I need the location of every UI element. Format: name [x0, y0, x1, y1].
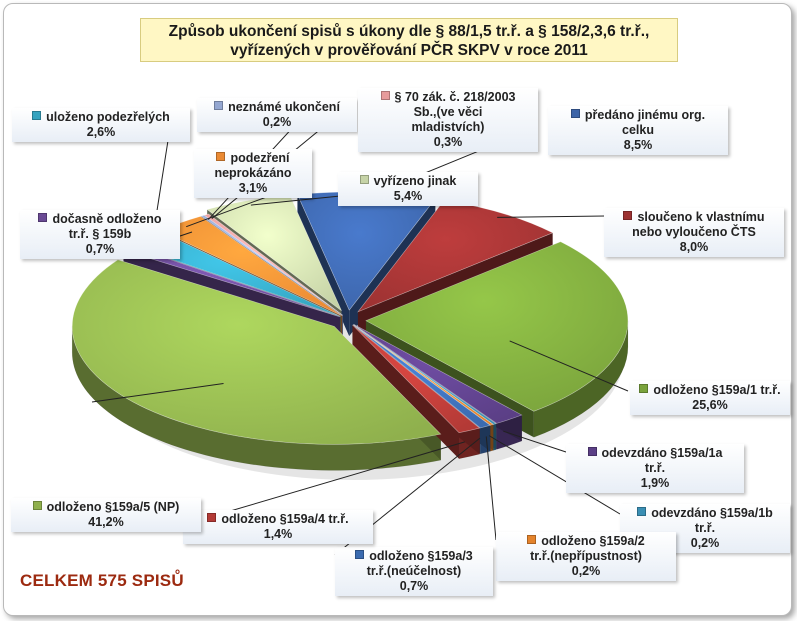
slice-label-text: předáno jinému org. celku [584, 108, 706, 137]
slice-label-1: odevzdáno §159a/1a tr.ř. 1,9% [566, 444, 744, 493]
slice-label-text: odevzdáno §159a/1b tr.ř. [651, 506, 773, 535]
slice-label-text: sloučeno k vlastnímu nebo vyloučeno ČTS [632, 210, 765, 239]
legend-marker [359, 175, 369, 184]
legend-marker [637, 507, 647, 516]
chart-title-line-1: Způsob ukončení spisů s úkony dle § 88/1… [168, 23, 650, 40]
legend-marker [32, 501, 42, 510]
slice-label-value: 3,1% [238, 181, 268, 195]
leader-line-1 [503, 430, 567, 453]
slice-label-text: § 70 zák. č. 218/2003 Sb.,(ve věci mladi… [394, 90, 516, 134]
slice-label-8: uloženo podezřelých 2,6% [12, 108, 190, 142]
slice-label-value: 8,5% [623, 138, 653, 152]
slice-label-9: podezření neprokázáno 3,1% [194, 149, 312, 198]
slice-label-3: odloženo §159a/2 tr.ř.(nepřípustnost) 0,2… [496, 532, 676, 581]
legend-marker [214, 101, 224, 110]
slice-label-7: dočasně odloženo tr.ř. § 159b 0,7% [20, 210, 180, 259]
slice-label-text: odloženo §159a/4 tr.ř. [221, 512, 349, 526]
slice-label-name: odevzdáno §159a/1a tr.ř. [571, 446, 739, 476]
slice-label-name: dočasně odloženo tr.ř. § 159b [25, 212, 175, 242]
slice-label-value: 0,7% [85, 242, 115, 256]
slice-label-13: předáno jinému org. celku 8,5% [548, 106, 728, 155]
slice-label-4: odloženo §159a/3 tr.ř.(neúčelnost) 0,7% [335, 547, 493, 596]
slice-label-10: neznámé ukončení 0,2% [197, 98, 357, 132]
slice-1 [353, 324, 523, 424]
slice-label-value: 2,6% [86, 125, 116, 139]
slice-4 [352, 324, 491, 429]
legend-marker [32, 111, 42, 120]
legend-marker [355, 550, 365, 559]
slice-label-name: sloučeno k vlastnímu nebo vyloučeno ČTS [609, 210, 779, 240]
chart-title-line-2: vyřízených v prověřování PČR SKPV v roce… [230, 42, 588, 59]
slice-label-name: podezření neprokázáno [199, 151, 307, 181]
slice-label-text: neznámé ukončení [228, 100, 340, 114]
slice-label-text: odevzdáno §159a/1a tr.ř. [601, 446, 723, 475]
slice-label-name: odloženo §159a/3 tr.ř.(neúčelnost) [340, 549, 488, 579]
legend-marker [639, 384, 649, 393]
slice-label-value: 0,7% [399, 579, 429, 593]
slice-label-name: odloženo §159a/1 tr.ř. [635, 383, 785, 398]
slice-6 [71, 259, 442, 445]
slice-label-text: podezření neprokázáno [214, 151, 292, 180]
slice-label-0: odloženo §159a/1 tr.ř. 25,6% [630, 381, 790, 415]
slice-label-name: uloženo podezřelých [17, 110, 185, 125]
slice-label-name: vyřízeno jinak [343, 174, 473, 189]
pie-tops [71, 191, 629, 445]
leader-line-2 [488, 435, 621, 515]
slice-label-value: 0,2% [571, 564, 601, 578]
slice-label-value: 0,3% [433, 135, 463, 149]
slice-label-11: § 70 zák. č. 218/2003 Sb.,(ve věci mladi… [358, 88, 538, 152]
slice-label-value: 1,4% [263, 527, 293, 541]
leader-line-14 [497, 215, 606, 218]
slice-label-value: 5,4% [393, 189, 423, 203]
slice-label-name: neznámé ukončení [202, 100, 352, 115]
slice-label-value: 0,2% [690, 536, 720, 550]
leader-line-0 [509, 340, 629, 392]
slice-label-5: odloženo §159a/4 tr.ř. 1,4% [183, 510, 373, 544]
slice-label-text: odloženo §159a/2 tr.ř.(nepřípustnost) [530, 534, 645, 563]
slice-label-value: 1,9% [640, 476, 670, 490]
slice-label-12: vyřízeno jinak 5,4% [338, 172, 478, 206]
slice-label-14: sloučeno k vlastnímu nebo vyloučeno ČTS 8… [604, 208, 784, 257]
legend-marker [527, 535, 537, 544]
slice-label-name: odevzdáno §159a/1b tr.ř. [625, 506, 785, 536]
slice-label-value: 0,2% [262, 115, 292, 129]
leader-line-3 [485, 436, 497, 541]
slice-label-text: vyřízeno jinak [373, 174, 457, 188]
leader-line-6 [91, 383, 224, 403]
total-count: CELKEM 575 SPISŮ [20, 571, 184, 590]
legend-marker [38, 213, 48, 222]
legend-marker [380, 91, 390, 100]
slice-label-name: předáno jinému org. celku [553, 108, 723, 138]
slice-label-text: dočasně odloženo tr.ř. § 159b [52, 212, 162, 241]
legend-marker [216, 152, 226, 161]
slice-label-text: odloženo §159a/5 (NP) [46, 500, 180, 514]
slice-label-name: odloženo §159a/2 tr.ř.(nepřípustnost) [501, 534, 671, 564]
legend-marker [570, 109, 580, 118]
leader-line-5 [192, 441, 465, 523]
slice-label-name: odloženo §159a/5 (NP) [16, 500, 196, 515]
chart-title: Způsob ukončení spisů s úkony dle § 88/1… [140, 18, 678, 62]
legend-marker [623, 211, 633, 220]
legend-marker [207, 513, 217, 522]
legend-marker [587, 447, 597, 456]
slice-label-text: odloženo §159a/1 tr.ř. [653, 383, 781, 397]
slice-label-text: odloženo §159a/3 tr.ř.(neúčelnost) [366, 549, 473, 578]
slice-label-6: odloženo §159a/5 (NP) 41,2% [11, 498, 201, 532]
slice-label-text: uloženo podezřelých [46, 110, 170, 124]
slice-label-value: 41,2% [88, 515, 124, 529]
slice-label-name: § 70 zák. č. 218/2003 Sb.,(ve věci mladi… [363, 90, 533, 135]
slice-label-value: 25,6% [692, 398, 728, 412]
slice-label-name: odloženo §159a/4 tr.ř. [188, 512, 368, 527]
slice-label-value: 8,0% [679, 240, 709, 254]
slice-0 [365, 241, 629, 412]
slice-11 [203, 213, 343, 316]
leader-line-9 [186, 194, 273, 228]
slice-5 [352, 324, 481, 434]
